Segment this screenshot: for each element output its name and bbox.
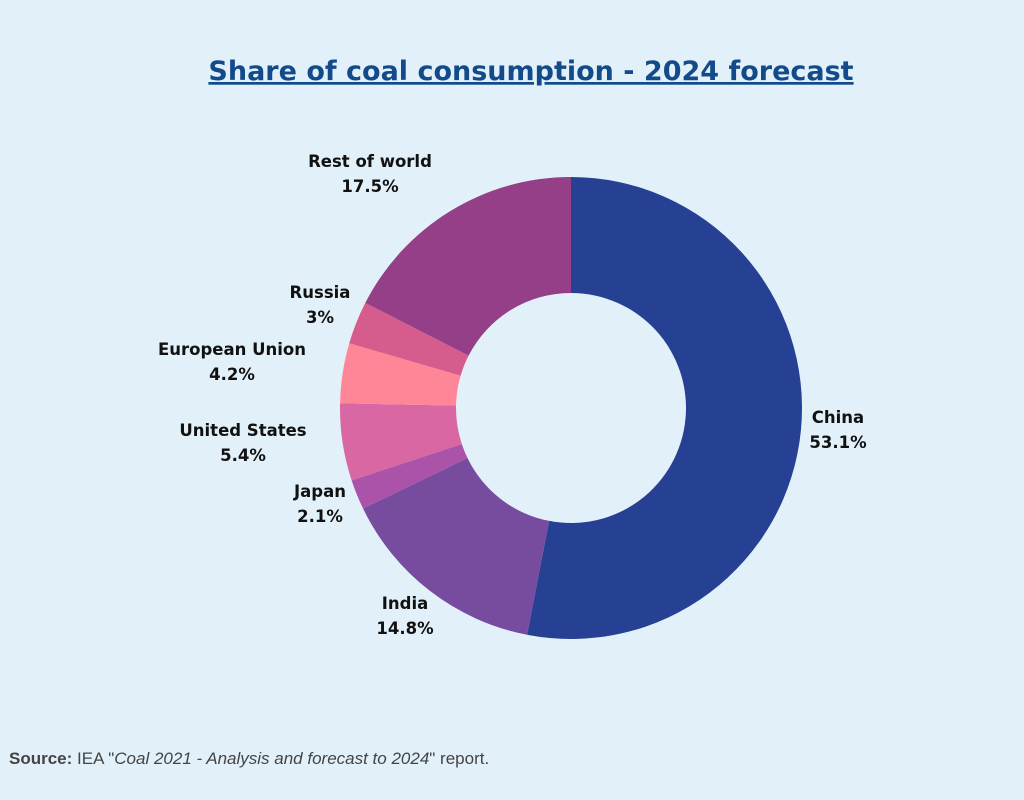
slice-united-states xyxy=(340,403,462,481)
slice-japan xyxy=(351,444,468,509)
slice-value-russia: 3% xyxy=(306,308,334,327)
slice-value-european-union: 4.2% xyxy=(209,365,255,384)
slice-value-rest-of-world: 17.5% xyxy=(341,177,399,196)
donut-slices xyxy=(340,177,802,639)
slice-value-united-states: 5.4% xyxy=(220,446,266,465)
slice-label-united-states: United States xyxy=(179,421,306,440)
slice-label-japan: Japan xyxy=(293,482,346,501)
source-suffix: " report. xyxy=(429,749,490,768)
slice-label-china: China xyxy=(812,408,864,427)
chart-title: Share of coal consumption - 2024 forecas… xyxy=(208,56,853,87)
slice-labels: China 53.1% India 14.8% Japan 2.1% United Stat… xyxy=(158,152,867,638)
slice-value-china: 53.1% xyxy=(809,433,867,452)
slice-label-european-union: European Union xyxy=(158,340,306,359)
slice-china xyxy=(527,177,802,639)
slice-european-union xyxy=(340,343,461,406)
slice-india xyxy=(363,458,550,635)
source-label: Source: xyxy=(9,749,73,768)
slice-label-india: India xyxy=(382,594,429,613)
source-prefix: IEA " xyxy=(77,749,115,768)
slice-rest-of-world xyxy=(365,177,571,356)
slice-value-japan: 2.1% xyxy=(297,507,343,526)
source-title: Coal 2021 - Analysis and forecast to 202… xyxy=(114,749,430,768)
source-note: Source: IEA "Coal 2021 - Analysis and fo… xyxy=(9,749,489,769)
slice-value-india: 14.8% xyxy=(376,619,434,638)
slice-label-russia: Russia xyxy=(290,283,351,302)
slice-label-rest-of-world: Rest of world xyxy=(308,152,432,171)
slice-russia xyxy=(349,302,469,376)
